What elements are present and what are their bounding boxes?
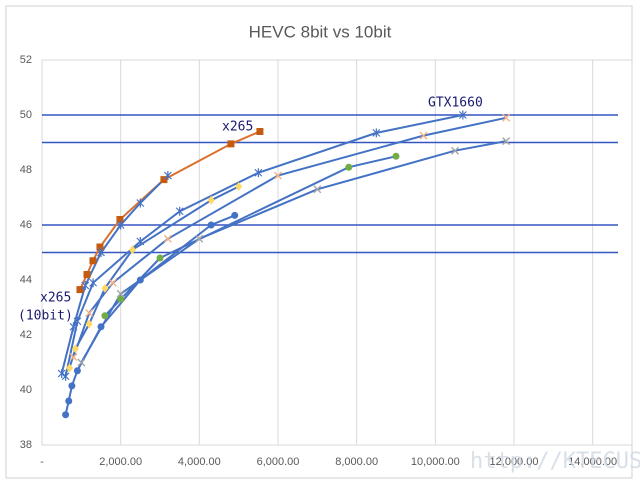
marker: [116, 289, 125, 298]
marker: [66, 363, 74, 373]
y-tick-label: 38: [20, 439, 32, 451]
marker: [65, 397, 73, 405]
marker: [136, 198, 145, 208]
watermark: http://KTECUS.me: [470, 449, 640, 474]
marker: [372, 128, 381, 138]
y-tick-label: 42: [20, 329, 32, 341]
marker: [231, 211, 239, 219]
marker: [96, 243, 104, 251]
marker: [451, 146, 459, 155]
marker: [207, 221, 215, 229]
marker: [85, 309, 94, 317]
marker: [73, 316, 82, 326]
y-tick-label: 50: [20, 109, 32, 121]
annotation: x265: [222, 120, 253, 135]
x-tick-label: -: [40, 456, 44, 468]
marker: [61, 371, 70, 381]
marker: [97, 248, 105, 257]
x-tick-label: 2,000.00: [99, 456, 142, 468]
marker: [57, 369, 66, 378]
marker: [207, 195, 215, 205]
series-line: [64, 114, 464, 377]
marker: [458, 110, 467, 120]
y-tick-label: 46: [20, 219, 32, 231]
marker: [73, 367, 81, 375]
x-tick-label: 10,000.00: [411, 456, 460, 468]
x-tick-label: 12,000.00: [490, 456, 539, 468]
marker: [77, 358, 86, 367]
marker: [76, 286, 84, 294]
marker: [136, 276, 144, 284]
marker: [108, 278, 117, 287]
marker: [235, 182, 243, 191]
y-tick-label: 52: [20, 54, 32, 66]
marker: [256, 128, 264, 135]
marker: [116, 220, 125, 230]
x-tick-label: 6,000.00: [257, 456, 300, 468]
marker: [85, 319, 93, 329]
plot-area: - 2,000.00 4,000.00 6,000.00 8,000.00 10,000.…: [20, 54, 633, 468]
marker: [69, 353, 78, 361]
marker: [195, 234, 204, 243]
marker: [97, 323, 105, 331]
marker: [136, 237, 145, 246]
series-line: [80, 140, 507, 363]
marker: [68, 382, 76, 390]
x-tick-label: 14,000.00: [568, 456, 617, 468]
marker: [156, 254, 164, 262]
marker: [69, 322, 78, 332]
marker: [62, 411, 70, 419]
annotation: GTX1660: [428, 96, 483, 111]
marker: [83, 271, 91, 278]
marker: [175, 206, 184, 216]
marker: [345, 163, 353, 171]
marker: [117, 295, 125, 303]
marker: [419, 131, 428, 140]
marker: [71, 344, 79, 354]
chart-title: HEVC 8bit vs 10bit: [249, 22, 392, 41]
marker: [89, 278, 98, 288]
marker: [254, 168, 263, 178]
marker: [274, 171, 282, 180]
marker: [101, 283, 109, 293]
chart-frame: [5, 5, 633, 479]
marker: [392, 152, 400, 160]
marker: [89, 257, 97, 265]
y-tick-label: 44: [20, 274, 32, 286]
marker: [116, 216, 124, 223]
y-tick-label: 48: [20, 164, 32, 176]
marker: [163, 234, 172, 243]
marker: [101, 312, 109, 320]
marker: [163, 171, 172, 180]
annotation: (10bit): [18, 309, 73, 324]
x-tick-label: 8,000.00: [335, 456, 378, 468]
x-tick-label: 4,000.00: [178, 456, 221, 468]
marker: [502, 137, 511, 146]
marker: [502, 113, 511, 122]
marker: [81, 281, 90, 290]
marker: [227, 140, 235, 148]
annotation: x265: [40, 291, 71, 306]
y-tick-label: 40: [20, 384, 32, 396]
marker: [160, 176, 168, 184]
marker: [313, 185, 322, 194]
marker: [128, 245, 136, 255]
